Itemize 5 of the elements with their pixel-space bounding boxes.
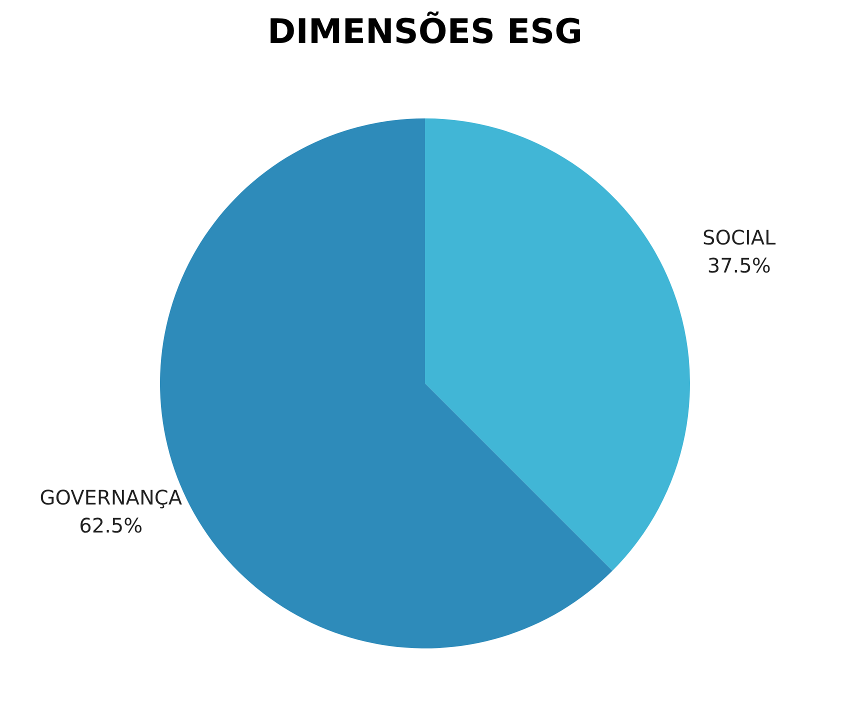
slice-label: SOCIAL <box>702 225 777 250</box>
chart-title: DIMENSÕES ESG <box>268 11 582 52</box>
data-label: 37.5% <box>707 253 771 278</box>
slice-label: GOVERNANÇA <box>40 486 182 510</box>
data-label: 62.5% <box>79 514 143 538</box>
